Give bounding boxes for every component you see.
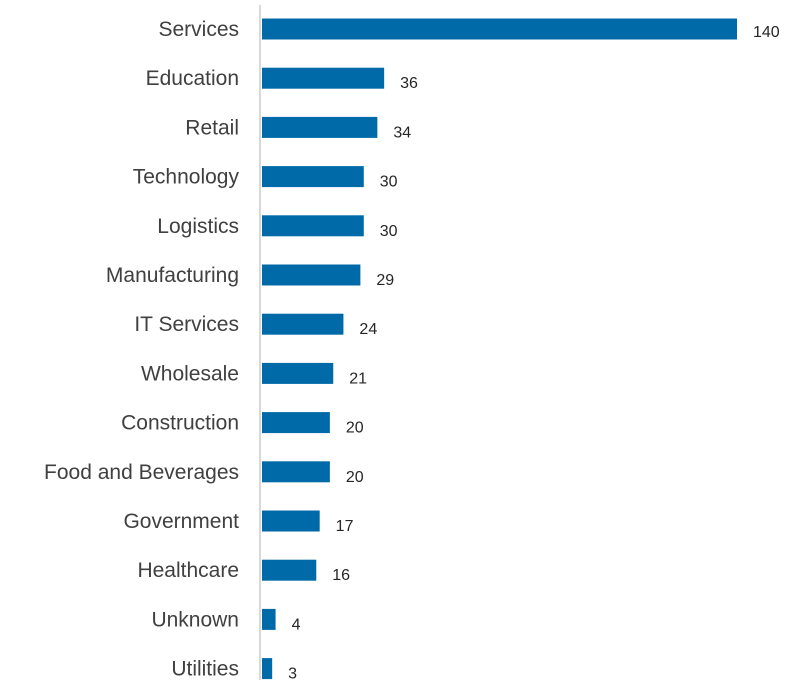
bar (262, 658, 273, 680)
bar (262, 67, 385, 89)
value-label: 20 (346, 420, 364, 437)
bar (262, 264, 361, 286)
bar (262, 461, 330, 483)
bar (262, 412, 330, 434)
category-label: Construction (121, 412, 239, 435)
category-label: Manufacturing (106, 264, 239, 287)
bar (262, 215, 364, 237)
category-label: Logistics (157, 215, 239, 238)
category-label: Healthcare (137, 559, 239, 582)
value-labels: 140 36 34 30 30 29 24 21 20 20 17 16 4 3 (288, 24, 780, 680)
value-label: 20 (346, 469, 364, 486)
bar (262, 362, 334, 384)
value-label: 17 (336, 518, 354, 535)
category-label: Services (158, 18, 239, 41)
value-label: 30 (380, 174, 398, 191)
bar (262, 116, 378, 138)
value-label: 36 (400, 75, 418, 92)
value-label: 30 (380, 223, 398, 240)
category-label: Retail (185, 116, 239, 139)
value-label: 16 (332, 567, 350, 584)
bar (262, 166, 364, 188)
category-label: Wholesale (141, 362, 239, 385)
category-label: Unknown (151, 608, 239, 631)
category-label: IT Services (134, 313, 239, 336)
bar (262, 18, 737, 40)
value-label: 4 (292, 616, 301, 633)
bar (262, 608, 276, 630)
category-label: Education (146, 67, 239, 90)
value-label: 3 (288, 666, 297, 680)
category-label: Utilities (171, 658, 239, 680)
value-label: 29 (376, 272, 394, 289)
bar (262, 510, 320, 532)
value-label: 140 (753, 24, 780, 41)
bar (262, 559, 317, 581)
category-label: Food and Beverages (44, 461, 239, 484)
category-labels: Services Education Retail Technology Logisti… (44, 18, 239, 680)
bars (262, 18, 737, 680)
category-label: Technology (133, 166, 240, 189)
bar (262, 313, 344, 335)
category-label: Government (123, 510, 239, 533)
value-label: 34 (393, 124, 411, 141)
value-label: 24 (359, 321, 377, 338)
value-label: 21 (349, 370, 367, 387)
